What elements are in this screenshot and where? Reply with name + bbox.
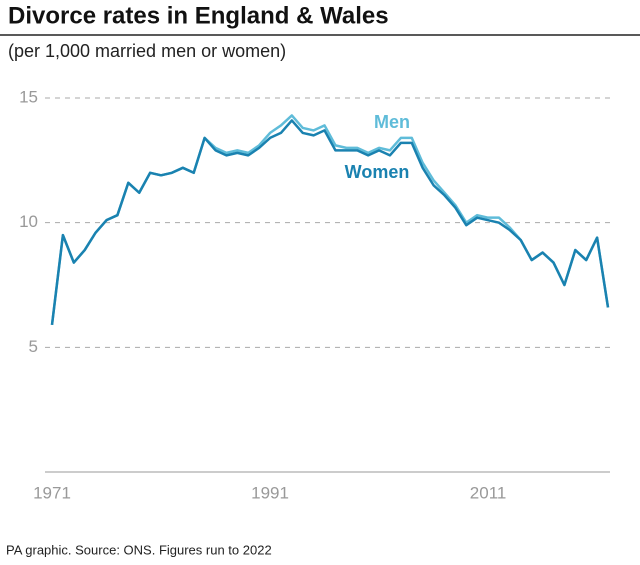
y-tick-label: 10 bbox=[19, 212, 38, 231]
series-label: Women bbox=[345, 162, 410, 182]
series-line bbox=[50, 119, 610, 326]
x-tick-label: 1971 bbox=[33, 483, 71, 502]
series-label: Men bbox=[374, 112, 410, 132]
y-tick-label: 5 bbox=[29, 337, 38, 356]
series-line bbox=[50, 114, 610, 326]
x-tick-label: 2011 bbox=[470, 483, 507, 502]
y-tick-label: 15 bbox=[19, 87, 38, 106]
chart-title: Divorce rates in England & Wales bbox=[8, 2, 389, 29]
chart-subtitle: (per 1,000 married men or women) bbox=[8, 41, 286, 61]
x-tick-label: 1991 bbox=[251, 483, 289, 502]
source-note: PA graphic. Source: ONS. Figures run to … bbox=[6, 542, 272, 557]
